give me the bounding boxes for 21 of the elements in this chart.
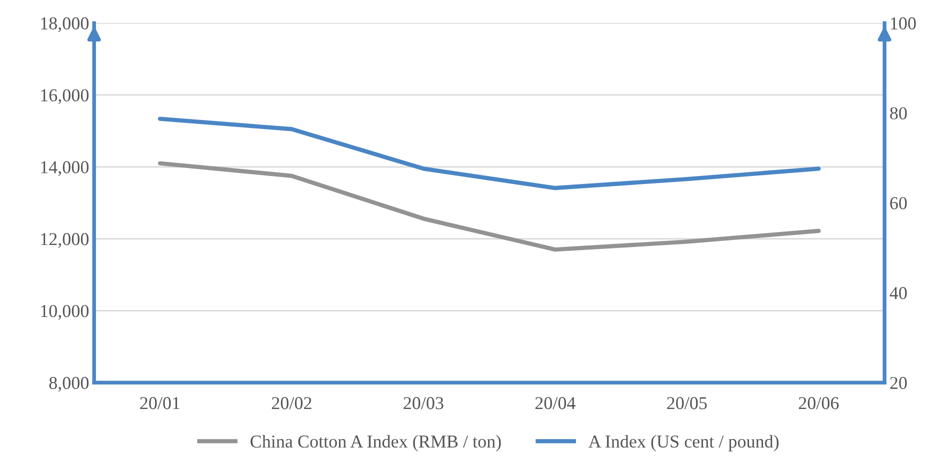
y-tick-label: 10,000 (41, 304, 89, 320)
y2-tick-label: 100 (890, 17, 916, 30)
y2-tick-label: 20 (890, 376, 907, 390)
y-tick-label: 8,000 (49, 376, 89, 392)
y2-tick-label: 60 (890, 197, 907, 210)
line-series (158, 116, 821, 190)
y2-tick-label: 40 (890, 286, 907, 300)
y-tick-label: 16,000 (41, 89, 89, 104)
y-tick-label: 14,000 (41, 161, 89, 176)
x-tick-label: 20/01 (140, 397, 180, 410)
line-series (158, 161, 821, 252)
y2-tick-label: 80 (890, 107, 907, 120)
x-tick-label: 20/05 (667, 397, 707, 410)
legend-label: A Index (US cent / pound) (588, 434, 779, 452)
x-tick-label: 20/02 (272, 397, 312, 410)
y-tick-label: 12,000 (41, 233, 89, 248)
legend-label: China Cotton A Index (RMB / ton) (250, 434, 501, 452)
x-tick-label: 20/03 (404, 397, 444, 410)
y-tick-label: 18,000 (41, 17, 89, 32)
x-tick-label: 20/04 (535, 397, 576, 410)
x-tick-label: 20/06 (798, 397, 839, 410)
